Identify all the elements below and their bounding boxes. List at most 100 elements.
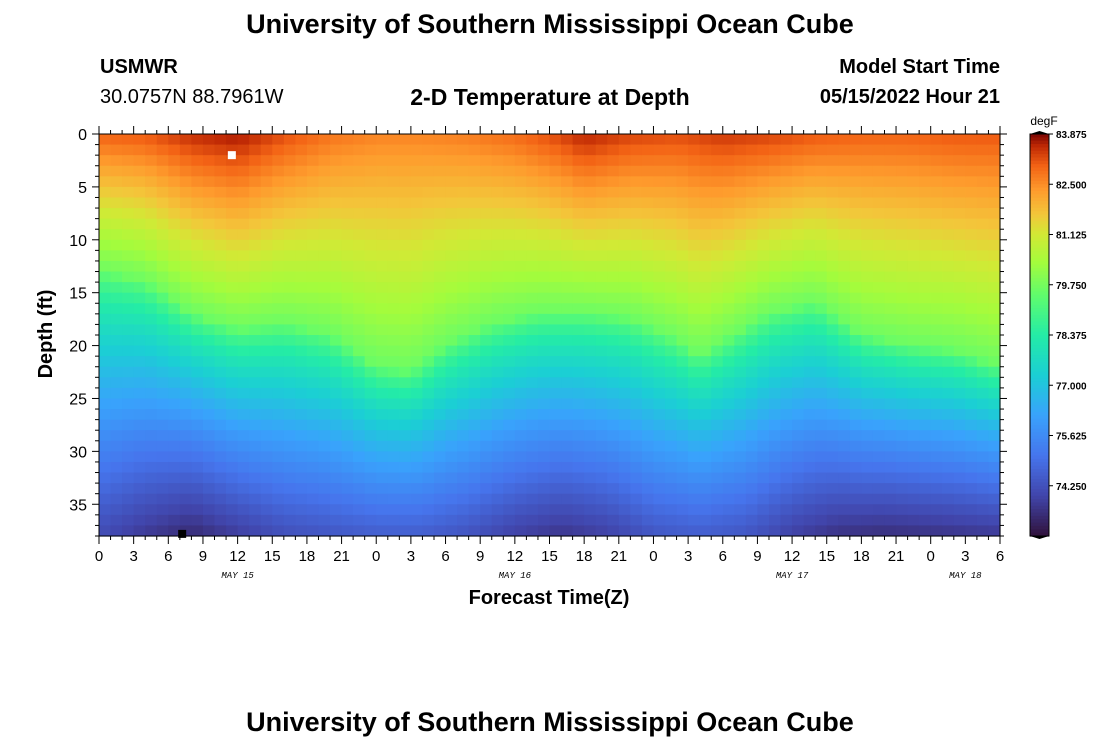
heatmap-cell bbox=[387, 250, 400, 262]
heatmap-cell bbox=[653, 324, 666, 336]
heatmap-cell bbox=[503, 525, 516, 537]
heatmap-cell bbox=[896, 377, 909, 389]
heatmap-cell bbox=[145, 345, 158, 357]
heatmap-cell bbox=[815, 409, 828, 421]
heatmap-cell bbox=[422, 356, 435, 368]
heatmap-cell bbox=[191, 197, 204, 209]
heatmap-cell bbox=[503, 229, 516, 241]
heatmap-cell bbox=[630, 440, 643, 452]
heatmap-cell bbox=[110, 345, 123, 357]
heatmap-cell bbox=[722, 472, 735, 484]
heatmap-cell bbox=[618, 155, 631, 167]
heatmap-cell bbox=[988, 144, 1001, 156]
heatmap-cell bbox=[202, 514, 216, 527]
heatmap-cell bbox=[168, 155, 181, 167]
heatmap-cell bbox=[156, 387, 169, 400]
heatmap-cell bbox=[353, 525, 366, 537]
heatmap-cell bbox=[376, 229, 389, 241]
heatmap-cell bbox=[907, 260, 920, 273]
heatmap-cell bbox=[445, 387, 458, 400]
heatmap-cell bbox=[410, 504, 424, 516]
heatmap-cell bbox=[919, 451, 932, 463]
heatmap-cell bbox=[226, 366, 239, 378]
heatmap-cell bbox=[942, 134, 955, 146]
heatmap-cell bbox=[792, 239, 805, 251]
heatmap-cell bbox=[849, 176, 862, 188]
heatmap-cell bbox=[699, 260, 712, 273]
heatmap-cell bbox=[722, 313, 735, 326]
heatmap-cell bbox=[202, 260, 216, 273]
heatmap-cell bbox=[722, 483, 735, 495]
heatmap-cell bbox=[503, 504, 516, 516]
heatmap-cell bbox=[711, 239, 724, 251]
heatmap-cell bbox=[318, 461, 331, 474]
heatmap-cell bbox=[480, 144, 493, 156]
heatmap-cell bbox=[468, 176, 481, 188]
heatmap-cell bbox=[896, 409, 909, 421]
heatmap-cell bbox=[353, 292, 366, 304]
heatmap-cell bbox=[607, 430, 620, 442]
heatmap-cell bbox=[99, 239, 112, 251]
heatmap-cell bbox=[965, 430, 978, 442]
heatmap-cell bbox=[260, 335, 273, 347]
heatmap-cell bbox=[919, 197, 932, 209]
heatmap-cell bbox=[376, 366, 389, 378]
heatmap-cell bbox=[237, 387, 250, 400]
heatmap-cell bbox=[757, 313, 770, 326]
heatmap-cell bbox=[237, 377, 250, 389]
colorbar-tick-label: 74.250 bbox=[1056, 482, 1087, 493]
heatmap-cell bbox=[260, 409, 273, 421]
heatmap-cell bbox=[457, 440, 470, 452]
heatmap-cell bbox=[364, 313, 377, 326]
heatmap-cell bbox=[768, 134, 782, 146]
heatmap-cell bbox=[815, 303, 828, 315]
heatmap-cell bbox=[965, 260, 978, 273]
heatmap-cell bbox=[884, 387, 897, 400]
heatmap-cell bbox=[491, 451, 504, 463]
heatmap-cell bbox=[422, 229, 435, 241]
heatmap-cell bbox=[826, 377, 839, 389]
heatmap-cell bbox=[364, 165, 377, 177]
heatmap-cell bbox=[410, 483, 424, 495]
heatmap-cell bbox=[503, 197, 516, 209]
heatmap-cell bbox=[480, 260, 493, 273]
heatmap-cell bbox=[780, 155, 793, 167]
heatmap-cell bbox=[226, 377, 239, 389]
heatmap-cell bbox=[861, 260, 874, 273]
heatmap-cell bbox=[526, 303, 539, 315]
heatmap-cell bbox=[306, 483, 320, 495]
heatmap-cell bbox=[491, 197, 504, 209]
heatmap-cell bbox=[815, 144, 828, 156]
heatmap-cell bbox=[861, 377, 874, 389]
heatmap-cell bbox=[341, 472, 354, 484]
heatmap-cell bbox=[145, 324, 158, 336]
heatmap-cell bbox=[884, 472, 897, 484]
heatmap-cell bbox=[965, 218, 978, 230]
heatmap-cell bbox=[942, 292, 955, 304]
heatmap-cell bbox=[884, 345, 897, 357]
heatmap-cell bbox=[561, 335, 574, 347]
heatmap-cell bbox=[353, 345, 366, 357]
heatmap-cell bbox=[757, 472, 770, 484]
heatmap-cell bbox=[641, 271, 655, 283]
heatmap-cell bbox=[792, 229, 805, 241]
heatmap-cell bbox=[815, 366, 828, 378]
heatmap-cell bbox=[780, 260, 793, 273]
heatmap-cell bbox=[260, 419, 273, 431]
heatmap-cell bbox=[179, 461, 193, 474]
heatmap-cell bbox=[618, 197, 631, 209]
heatmap-cell bbox=[330, 335, 343, 347]
heatmap-cell bbox=[780, 345, 793, 357]
heatmap-cell bbox=[526, 430, 539, 442]
heatmap-cell bbox=[341, 144, 354, 156]
heatmap-cell bbox=[480, 155, 493, 167]
heatmap-cell bbox=[156, 303, 169, 315]
heatmap-cell bbox=[907, 250, 920, 262]
heatmap-cell bbox=[272, 356, 285, 368]
heatmap-cell bbox=[549, 387, 562, 400]
heatmap-cell bbox=[503, 440, 516, 452]
heatmap-cell bbox=[272, 493, 285, 505]
heatmap-cell bbox=[884, 525, 897, 537]
heatmap-cell bbox=[988, 461, 1001, 474]
colorbar-segment bbox=[1030, 495, 1049, 500]
